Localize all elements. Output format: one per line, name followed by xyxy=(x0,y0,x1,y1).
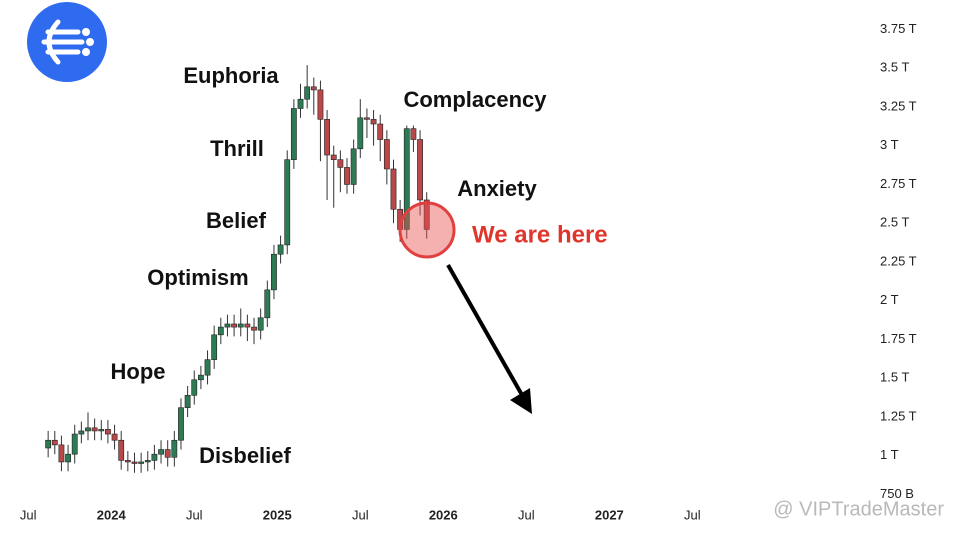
candle-body xyxy=(197,374,204,381)
candle-body xyxy=(71,433,78,455)
logo xyxy=(27,2,107,82)
candle-body xyxy=(51,439,58,446)
highlight-circle xyxy=(398,201,456,259)
phase-label: Belief xyxy=(206,208,267,233)
candle-body xyxy=(65,453,71,463)
candle-body xyxy=(271,253,277,291)
candle-body xyxy=(417,139,423,201)
candle-body xyxy=(264,289,271,319)
arrow xyxy=(446,264,532,414)
candle-body xyxy=(124,460,131,463)
y-tick-label: 3.5 T xyxy=(880,60,909,75)
x-tick-label: 2025 xyxy=(263,507,292,522)
phase-label: Euphoria xyxy=(183,63,279,88)
y-tick-label: 2 T xyxy=(880,292,899,307)
candle-body xyxy=(377,123,384,140)
candle-body xyxy=(244,323,251,328)
y-tick-label: 1.25 T xyxy=(880,408,917,423)
phase-label: Disbelief xyxy=(199,443,291,468)
y-tick-label: 1.75 T xyxy=(880,331,917,346)
candle-body xyxy=(357,117,364,150)
candle-body xyxy=(251,326,257,331)
candle-body xyxy=(111,433,118,441)
y-tick-label: 750 B xyxy=(880,486,914,501)
candle-body xyxy=(144,460,151,463)
candle-body xyxy=(364,117,370,120)
candle-body xyxy=(217,326,224,336)
candle-body xyxy=(403,128,410,230)
candle-body xyxy=(158,449,164,455)
candle-body xyxy=(45,439,52,449)
x-tick-label: 2027 xyxy=(595,507,624,522)
candle-body xyxy=(98,429,105,432)
callout: We are here xyxy=(472,221,608,248)
x-tick-label: Jul xyxy=(20,507,37,522)
candle-body xyxy=(337,159,344,168)
y-tick-label: 3.75 T xyxy=(880,21,917,36)
candle-body xyxy=(410,128,417,140)
candle-body xyxy=(78,430,85,435)
y-tick-label: 1.5 T xyxy=(880,370,909,385)
y-tick-label: 2.75 T xyxy=(880,176,917,191)
phase-label: Complacency xyxy=(403,87,547,112)
candle-body xyxy=(171,439,178,458)
candle-body xyxy=(383,139,390,170)
y-tick-label: 2.5 T xyxy=(880,215,909,230)
candle-body xyxy=(317,89,324,120)
candle-body xyxy=(290,108,297,160)
candle-body xyxy=(277,244,284,255)
x-tick-label: Jul xyxy=(684,507,701,522)
candle-body xyxy=(231,323,238,328)
candle-body xyxy=(284,159,291,246)
candle-body xyxy=(184,394,191,408)
y-tick-label: 1 T xyxy=(880,447,899,462)
candle-body xyxy=(297,98,304,109)
plot-area: Jul 2024 Jul 2025 Jul 2026 Jul 2027 Jul 750 B 1 T 1… xyxy=(20,21,917,523)
candle-body xyxy=(324,119,330,156)
candle-body xyxy=(118,439,125,461)
candle-body xyxy=(211,334,218,360)
candle-body xyxy=(178,407,184,441)
x-tick-label: Jul xyxy=(186,507,203,522)
candle-body xyxy=(191,379,198,396)
candle-body xyxy=(390,168,397,210)
candle-body xyxy=(85,427,91,432)
y-tick-label: 3.25 T xyxy=(880,98,917,113)
candle-body xyxy=(237,323,244,328)
candle-body xyxy=(310,86,317,91)
candle-body xyxy=(138,461,145,464)
candle-body xyxy=(105,429,111,435)
phase-label: Anxiety xyxy=(457,176,537,201)
candle-body xyxy=(151,453,158,461)
candle-body xyxy=(344,167,350,185)
candle-body xyxy=(164,449,171,458)
phase-label: Hope xyxy=(111,359,166,384)
candle-body xyxy=(224,323,231,328)
watermark: @ VIPTradeMaster xyxy=(773,498,944,520)
candle-body xyxy=(330,154,337,160)
x-tick-label: 2026 xyxy=(429,507,458,522)
candle-body xyxy=(58,444,65,463)
x-tick-label: 2024 xyxy=(97,507,127,522)
y-tick-label: 2.25 T xyxy=(880,253,917,268)
candle-body xyxy=(91,427,98,432)
candle-body xyxy=(204,359,211,376)
x-tick-label: Jul xyxy=(352,507,369,522)
x-tick-label: Jul xyxy=(518,507,535,522)
phase-label: Thrill xyxy=(210,136,264,161)
candle-body xyxy=(370,119,377,125)
candle-body xyxy=(131,461,138,464)
candle-body xyxy=(350,148,357,185)
y-tick-label: 3 T xyxy=(880,137,899,152)
candle-body xyxy=(257,317,264,331)
candle-body xyxy=(304,86,311,100)
candle-body xyxy=(423,199,430,230)
phase-label: Optimism xyxy=(147,265,248,290)
